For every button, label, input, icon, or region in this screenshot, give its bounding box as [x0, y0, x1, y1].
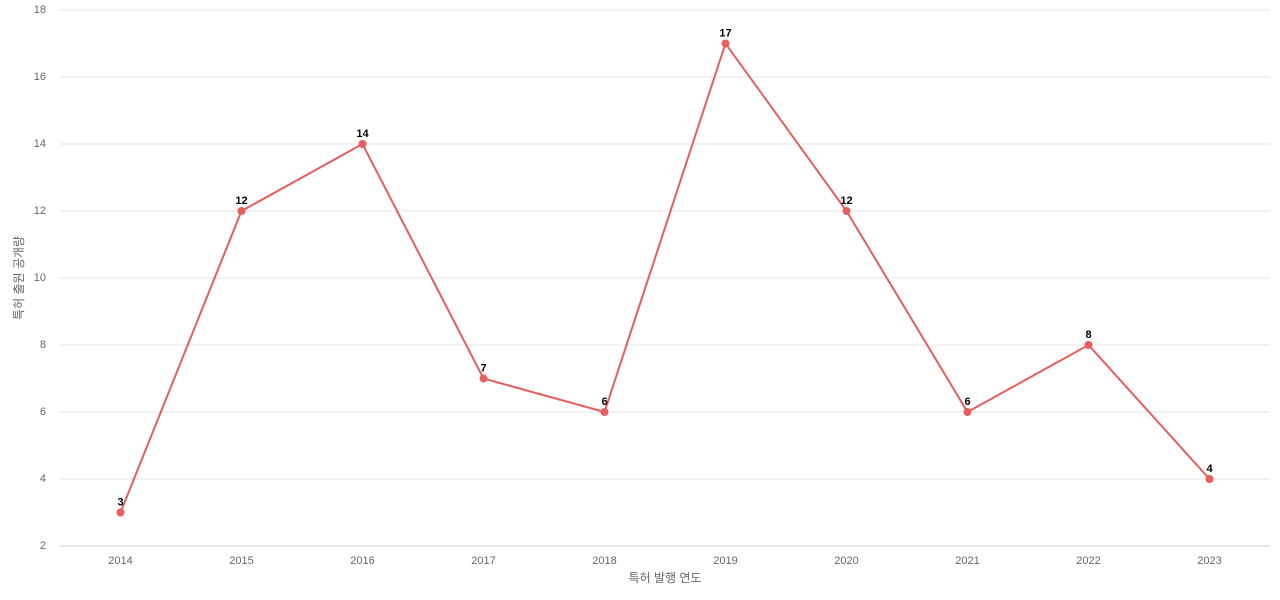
point [600, 408, 609, 416]
data-label: 14 [356, 128, 369, 140]
y-tick-label: 8 [40, 339, 46, 351]
point [1205, 475, 1214, 483]
x-tick-label: 2020 [834, 555, 858, 567]
data-label: 7 [480, 362, 486, 374]
point [1084, 341, 1093, 349]
data-label: 6 [601, 396, 607, 408]
data-label: 8 [1085, 329, 1091, 341]
point [479, 374, 488, 383]
y-tick-label: 4 [40, 473, 46, 485]
point [963, 408, 972, 416]
line [119, 41, 1211, 513]
data-label: 12 [235, 195, 247, 207]
point [842, 207, 851, 215]
data-label: 17 [719, 27, 731, 39]
x-tick-label: 2016 [350, 555, 374, 567]
point [721, 39, 730, 48]
y-tick-label: 18 [34, 4, 46, 16]
x-tick-label: 2021 [955, 555, 979, 567]
point [237, 207, 246, 215]
data-label: 4 [1206, 463, 1213, 475]
x-tick-label: 2023 [1197, 555, 1221, 567]
x-tick-label: 2019 [713, 555, 737, 567]
y-tick-label: 2 [40, 540, 46, 552]
y-tick-label: 6 [40, 406, 46, 418]
point [116, 508, 125, 517]
x-axis-title: 특허 발행 연도 [629, 570, 702, 585]
x-tick-label: 2017 [471, 555, 495, 567]
y-tick-label: 16 [34, 71, 46, 83]
y-axis-title: 특허 출원 공개량 [12, 236, 26, 320]
x-tick-label: 2014 [108, 555, 132, 567]
x-tick-label: 2022 [1076, 555, 1100, 567]
x-tick-label: 2018 [592, 555, 616, 567]
y-tick-label: 14 [34, 138, 46, 150]
data-label: 6 [964, 396, 970, 408]
data-label: 12 [840, 195, 852, 207]
data-label: 3 [117, 496, 123, 508]
x-tick-label: 2015 [229, 555, 253, 567]
y-tick-label: 12 [34, 205, 46, 217]
point [358, 140, 367, 148]
y-tick-label: 10 [34, 272, 46, 284]
